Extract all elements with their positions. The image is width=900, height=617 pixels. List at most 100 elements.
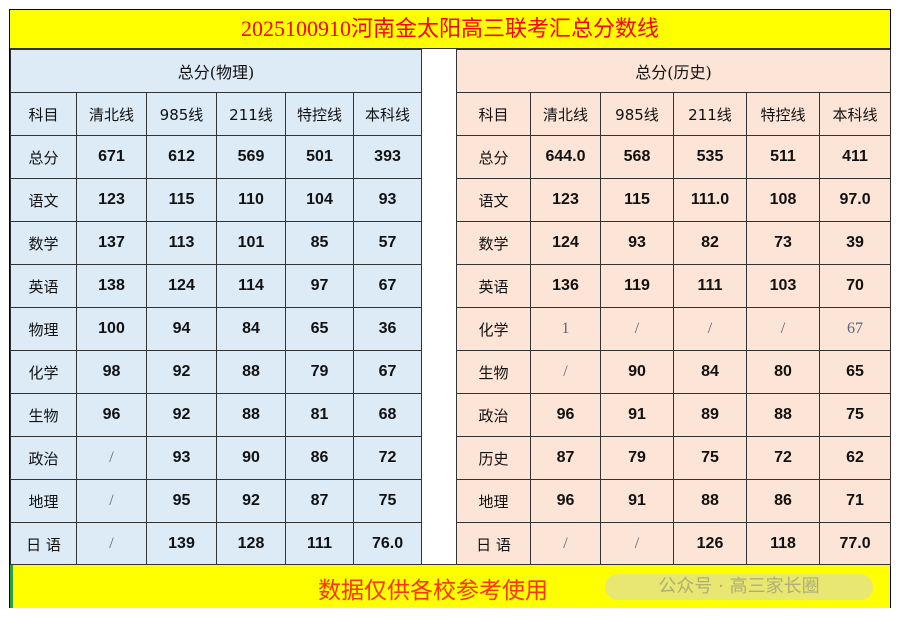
score-cell: 1 [530, 307, 601, 351]
column-header-row: 科目 清北线 985线 211线 特控线 本科线 [456, 92, 892, 136]
table-row: 地理/95 92 87 75 [10, 479, 423, 523]
score-cell: 98 [76, 350, 147, 394]
score-cell: 108 [746, 178, 820, 222]
table-row: 化学 98 92 88 79 67 [10, 350, 423, 394]
score-cell: 90 [216, 436, 286, 480]
score-cell: 87 [530, 436, 601, 480]
score-cell: 96 [530, 479, 601, 523]
score-cell: 136 [530, 264, 601, 308]
score-cell: 612 [146, 135, 217, 179]
score-cell: / [530, 522, 601, 566]
score-cell: 115 [146, 178, 217, 222]
score-cell: / [746, 307, 820, 351]
footer-banner: 数据仅供各校参考使用 公众号 · 高三家长圈 [10, 564, 890, 608]
score-cell: 88 [746, 393, 820, 437]
table-row: 地理 96 91 88 86 71 [456, 479, 892, 523]
score-cell: 124 [530, 221, 601, 265]
subject-cell: 语文 [10, 178, 77, 222]
score-cell: 39 [818, 221, 892, 265]
score-cell: 94 [146, 307, 217, 351]
score-cell: 86 [285, 436, 354, 480]
score-cell: 97.0 [818, 178, 892, 222]
score-cell: 104 [285, 178, 354, 222]
score-cell: 128 [216, 522, 286, 566]
column-header: 科目 [10, 92, 77, 136]
score-cell: 511 [746, 135, 820, 179]
subject-cell: 化学 [456, 307, 531, 351]
table-row: 生物 96 92 88 81 68 [10, 393, 423, 437]
score-cell: 113 [146, 221, 217, 265]
table-row: 总分 671 612 569 501 393 [10, 135, 423, 179]
table-row: 英语 138 124 114 97 67 [10, 264, 423, 308]
score-cell: 110 [216, 178, 286, 222]
score-cell: 73 [746, 221, 820, 265]
score-cell: 67 [352, 350, 423, 394]
score-cell: 86 [746, 479, 820, 523]
footer-note: 数据仅供各校参考使用 [318, 578, 548, 604]
score-cell: 92 [216, 479, 286, 523]
table-row: 语文 123 115 110 104 93 [10, 178, 423, 222]
score-cell: 103 [746, 264, 820, 308]
table-header: 总分(历史) [455, 49, 892, 93]
subject-cell: 语文 [456, 178, 531, 222]
score-cell: 96 [76, 393, 147, 437]
watermark: 公众号 · 高三家长圈 [605, 574, 873, 600]
score-sheet: 2025100910河南金太阳高三联考汇总分数线 总分(物理) 科目 清北线 985… [9, 9, 892, 608]
column-header: 本科线 [352, 92, 423, 136]
score-cell: 92 [146, 350, 217, 394]
score-cell: 70 [818, 264, 892, 308]
score-cell: 68 [352, 393, 423, 437]
score-cell: / [600, 307, 674, 351]
score-cell: 123 [530, 178, 601, 222]
score-cell: 62 [818, 436, 892, 480]
subject-cell: 英语 [456, 264, 531, 308]
table-row: 语文 123 115 111.0 108 97.0 [456, 178, 892, 222]
column-header: 985线 [600, 92, 674, 136]
score-cell: 82 [673, 221, 747, 265]
score-cell: 65 [818, 350, 892, 394]
score-cell: 88 [216, 350, 286, 394]
column-header-row: 科目 清北线 985线 211线 特控线 本科线 [10, 92, 423, 136]
subject-cell: 总分 [456, 135, 531, 179]
score-cell: 75 [673, 436, 747, 480]
subject-cell: 日 语 [10, 522, 77, 566]
table-row: 历史 87 79 75 72 62 [456, 436, 892, 480]
score-cell: 123 [76, 178, 147, 222]
score-cell: / [673, 307, 747, 351]
score-cell: / [600, 522, 674, 566]
score-cell: 36 [352, 307, 423, 351]
score-cell: 100 [76, 307, 147, 351]
score-cell: 118 [746, 522, 820, 566]
page-title: 2025100910河南金太阳高三联考汇总分数线 [10, 10, 890, 49]
column-header: 211线 [673, 92, 747, 136]
score-cell: 67 [818, 307, 892, 351]
score-cell: 90 [600, 350, 674, 394]
score-cell: 114 [216, 264, 286, 308]
score-cell: 88 [216, 393, 286, 437]
score-cell: 92 [146, 393, 217, 437]
column-header: 特控线 [746, 92, 820, 136]
column-header: 985线 [146, 92, 217, 136]
score-cell: 77.0 [818, 522, 892, 566]
score-cell: 569 [216, 135, 286, 179]
score-cell: 95 [146, 479, 217, 523]
score-cell: 393 [352, 135, 423, 179]
score-cell: 568 [600, 135, 674, 179]
table-row: 生物/90 84 80 65 [456, 350, 892, 394]
table-row: 政治 96 91 89 88 75 [456, 393, 892, 437]
score-cell: 126 [673, 522, 747, 566]
score-cell: 111.0 [673, 178, 747, 222]
column-header: 科目 [456, 92, 531, 136]
column-header: 特控线 [285, 92, 354, 136]
score-cell: 96 [530, 393, 601, 437]
score-cell: 75 [352, 479, 423, 523]
subject-cell: 化学 [10, 350, 77, 394]
table-row: 数学 124 93 82 73 39 [456, 221, 892, 265]
score-cell: 93 [146, 436, 217, 480]
score-cell: 91 [600, 393, 674, 437]
score-cell: 67 [352, 264, 423, 308]
score-cell: 138 [76, 264, 147, 308]
score-cell: 57 [352, 221, 423, 265]
score-cell: 93 [600, 221, 674, 265]
subject-cell: 政治 [456, 393, 531, 437]
